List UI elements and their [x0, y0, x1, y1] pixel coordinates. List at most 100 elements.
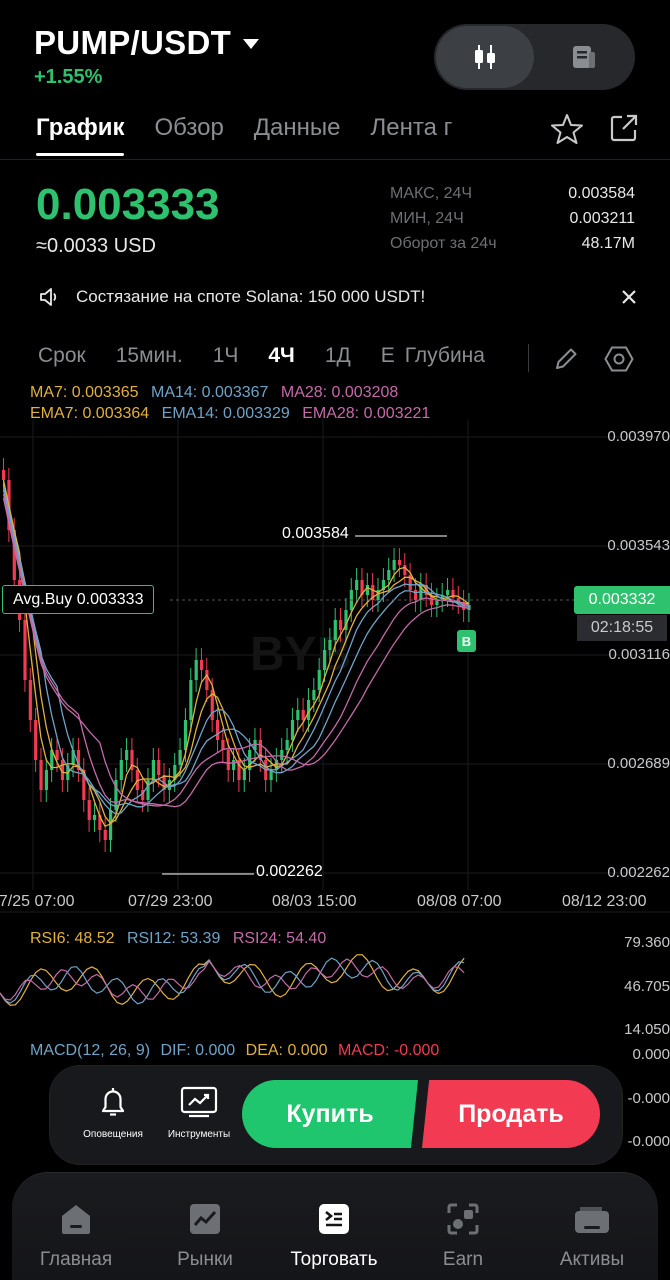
nav-assets[interactable]: Активы [528, 1199, 656, 1271]
tab-data[interactable]: Данные [253, 114, 341, 141]
sell-button[interactable]: Продать [422, 1080, 600, 1148]
candle-body [344, 610, 348, 630]
stat-low: МИН, 24Ч 0.003211 [390, 210, 635, 227]
nav-trade[interactable]: Торговать [270, 1199, 398, 1271]
price-change: +1.55% [34, 66, 103, 88]
stat-turnover: Оборот за 24ч 48.17M [390, 235, 635, 252]
y-axis-label: 0.003543 [607, 537, 670, 554]
announcement-bar[interactable]: Состязание на споте Solana: 150 000 USDT… [38, 285, 638, 309]
section-tabs: График Обзор Данные Лента г [36, 114, 453, 156]
macd-params-label: MACD(12, 26, 9) [30, 1042, 151, 1059]
bell-icon [101, 1088, 125, 1116]
macd-axis-label: -0.000 [627, 1090, 670, 1107]
candle-body [146, 780, 150, 800]
candle-body [232, 760, 236, 770]
rsi6-label: RSI6: 48.52 [30, 930, 115, 947]
candle-body [87, 800, 91, 820]
candlestick-chart[interactable]: BYB [0, 420, 670, 1060]
interval-15m[interactable]: 15мин. [115, 344, 183, 367]
candle-body [194, 660, 198, 680]
candle-body [301, 710, 305, 720]
tab-feed[interactable]: Лента г [370, 114, 453, 141]
dea-label: DEA: 0.000 [245, 1042, 328, 1059]
candle-body [82, 770, 86, 800]
stat-high: МАКС, 24Ч 0.003584 [390, 185, 635, 202]
settings-gear-icon[interactable] [604, 344, 634, 379]
tools-button[interactable]: Инструменты [154, 1084, 244, 1140]
interval-4h[interactable]: 4Ч [268, 344, 295, 367]
announcement-text: Состязание на споте Solana: 150 000 USDT… [76, 287, 426, 306]
usd-price: ≈0.0033 USD [36, 235, 156, 257]
candle-body [360, 580, 364, 595]
rsi-axis-label: 79.360 [624, 934, 670, 951]
candle-body [365, 585, 369, 595]
notifications-button[interactable]: Оповещения [68, 1084, 158, 1140]
trade-icon [319, 1204, 349, 1234]
high-price-marker: 0.003584 [282, 525, 349, 542]
ma14-label: MA14: 0.003367 [150, 384, 269, 401]
stats-24h: МАКС, 24Ч 0.003584 МИН, 24Ч 0.003211 Обо… [390, 185, 635, 260]
draw-pen-icon[interactable] [552, 345, 580, 378]
candle-body [371, 585, 375, 600]
ma-indicator-labels: MA7: 0.003365 MA14: 0.003367 MA28: 0.003… [30, 382, 438, 424]
rsi24-label: RSI24: 54.40 [232, 930, 327, 947]
candle-body [2, 470, 6, 480]
candle-body [339, 620, 343, 630]
candle-body [50, 750, 54, 770]
buy-button[interactable]: Купить [242, 1080, 418, 1148]
candlestick-view-button[interactable] [436, 26, 534, 88]
candle-body [157, 760, 161, 775]
candle-body [413, 590, 418, 600]
nav-markets[interactable]: Рынки [141, 1199, 269, 1271]
x-axis-label: 08/08 07:00 [417, 893, 502, 910]
rsi-line [0, 954, 465, 1006]
share-icon[interactable] [608, 112, 640, 149]
candle-body [189, 680, 193, 720]
candle-body [328, 640, 332, 650]
candle-body [44, 770, 48, 790]
candle-body [317, 670, 321, 690]
y-axis-label: 0.002262 [607, 864, 670, 881]
avg-buy-line-label[interactable]: Avg.Buy 0.003333 [2, 585, 155, 614]
ma28-label: MA28: 0.003208 [280, 384, 399, 401]
rsi12-label: RSI12: 53.39 [126, 930, 221, 947]
depth-tab[interactable]: Глубина [404, 344, 485, 367]
trading-pair-selector[interactable]: PUMP/USDT [34, 24, 260, 62]
close-icon[interactable] [620, 288, 638, 306]
candle-body [205, 670, 209, 690]
interval-1d[interactable]: 1Д [324, 344, 351, 367]
moving-average-line [2, 493, 470, 807]
current-price-tag: 0.003332 [574, 586, 670, 614]
candle-body [387, 570, 391, 580]
buy-marker[interactable]: B [457, 630, 476, 652]
tab-overview[interactable]: Обзор [154, 114, 224, 141]
interval-bar: Срок 15мин. 1Ч 4Ч 1Д Е Глубина [38, 344, 515, 368]
favorite-star-icon[interactable] [550, 112, 584, 151]
nav-home[interactable]: Главная [12, 1199, 140, 1271]
chart-icon [190, 1204, 220, 1234]
y-axis-label: 0.003116 [608, 646, 670, 663]
candle-body [183, 720, 188, 750]
y-axis-label: 0.002689 [607, 755, 670, 772]
book-icon [573, 46, 595, 68]
candle-body [130, 750, 134, 770]
candle-body [237, 760, 241, 780]
candle-body [253, 740, 257, 750]
candle-body [242, 770, 246, 780]
candle-body [114, 780, 118, 810]
nav-earn[interactable]: Earn [399, 1199, 527, 1271]
candle-body [34, 720, 38, 760]
candle-body [296, 710, 300, 720]
candle-body [226, 750, 230, 770]
ema7-label: EMA7: 0.003364 [30, 405, 150, 422]
chevron-down-icon [243, 39, 260, 49]
info-view-button[interactable] [535, 26, 633, 88]
candle-body [98, 815, 102, 830]
interval-more[interactable]: Е [380, 344, 395, 367]
interval-term[interactable]: Срок [38, 344, 86, 367]
interval-1h[interactable]: 1Ч [212, 344, 239, 367]
candle-body [280, 750, 284, 760]
ma7-label: MA7: 0.003365 [30, 384, 139, 401]
candle-body [76, 750, 81, 770]
tab-chart[interactable]: График [36, 114, 125, 156]
